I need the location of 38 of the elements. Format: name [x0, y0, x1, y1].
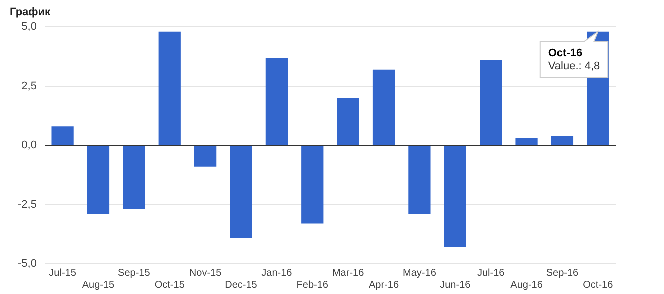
- x-tick-label: Jun-16: [440, 280, 472, 291]
- x-tick-label: Jan-16: [262, 268, 293, 279]
- annotation: Oct-16 Value.: 4,8: [548, 47, 600, 72]
- x-tick-label: Feb-16: [296, 280, 329, 291]
- bar: [52, 126, 74, 146]
- x-tick-label: Sep-15: [118, 268, 151, 279]
- x-tick-label: Jul-16: [477, 268, 506, 279]
- x-tick-label: Aug-15: [82, 280, 116, 291]
- x-tick-label: Jul-15: [49, 268, 77, 279]
- bar: [230, 146, 252, 238]
- x-tick-label: Oct-16: [583, 280, 614, 291]
- y-tick-label: 2,5: [22, 80, 37, 92]
- y-tick-label: -5,0: [18, 258, 37, 270]
- bar: [408, 146, 431, 214]
- bar: [480, 60, 502, 146]
- bar: [158, 32, 181, 146]
- y-tick-label: 0,0: [22, 140, 37, 152]
- x-tick-label: May-16: [403, 268, 437, 279]
- x-tick-label: Mar-16: [332, 268, 365, 279]
- bar: [123, 146, 146, 210]
- bar: [87, 146, 110, 214]
- x-tick-label: Dec-15: [225, 280, 258, 291]
- y-tick-label: -2,5: [18, 198, 37, 211]
- bar: [194, 146, 217, 167]
- x-tick-label: Sep-16: [546, 268, 580, 279]
- bar: [337, 98, 360, 146]
- x-tick-label: Aug-16: [510, 280, 544, 291]
- bar: [444, 146, 466, 248]
- bar: [302, 146, 324, 224]
- bar: [372, 70, 396, 146]
- bar: [551, 136, 574, 146]
- y-tick-label: 5,0: [22, 21, 37, 34]
- x-tick-label: Nov-15: [189, 268, 222, 279]
- x-tick-label: Oct-15: [154, 280, 186, 291]
- bar: [516, 138, 538, 146]
- bar: [266, 58, 288, 146]
- chart-title: График: [10, 6, 52, 19]
- x-tick-label: Apr-16: [369, 280, 400, 291]
